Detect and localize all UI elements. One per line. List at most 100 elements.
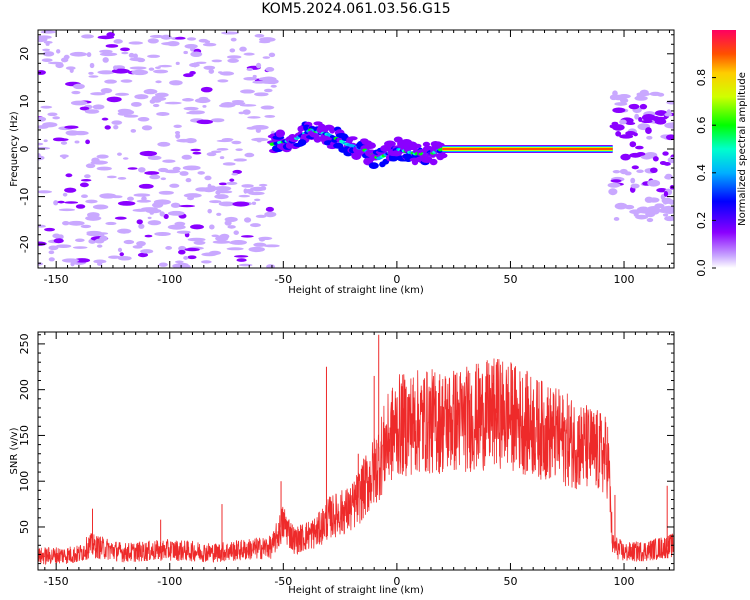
heatmap-cell: [240, 89, 255, 94]
heatmap-cell: [96, 166, 112, 171]
heatmap-cell: [614, 202, 628, 210]
heatmap-cell: [117, 201, 136, 206]
heatmap-cell: [615, 131, 622, 137]
heatmap-cell: [151, 202, 164, 208]
heatmap-cell: [42, 48, 51, 52]
heatmap-cell: [90, 160, 109, 165]
heatmap-cell: [612, 107, 626, 114]
heatmap-cell: [260, 80, 277, 84]
heatmap-cell: [297, 139, 307, 146]
heatmap-cell: [174, 260, 184, 264]
heatmap-cell: [158, 262, 168, 267]
heatmap-cell: [136, 219, 143, 225]
heatmap-cell: [666, 109, 672, 116]
heatmap-cell: [258, 237, 266, 242]
heatmap-cell: [88, 75, 99, 78]
heatmap-cell: [38, 35, 52, 40]
heatmap-cell: [421, 153, 429, 162]
heatmap-cell: [634, 113, 640, 120]
heatmap-cell: [139, 150, 158, 157]
heatmap-cell: [141, 125, 153, 131]
heatmap-cell: [216, 212, 222, 216]
heatmap-cell: [122, 157, 129, 160]
heatmap-cell: [636, 169, 644, 173]
heatmap-cell: [62, 192, 68, 197]
heatmap-cell: [79, 106, 90, 111]
heatmap-cell: [227, 225, 236, 229]
heatmap-cell: [135, 208, 145, 212]
heatmap-cell: [413, 143, 422, 149]
heatmap-cell: [160, 34, 172, 40]
heatmap-cell: [639, 103, 648, 110]
heatmap-cell: [67, 220, 85, 226]
x-tick-label: -150: [44, 575, 69, 588]
heatmap-cell: [38, 262, 44, 266]
heatmap-cell: [203, 65, 216, 70]
heatmap-cell: [75, 204, 86, 209]
heatmap-cell: [80, 224, 92, 229]
heatmap-cell: [202, 42, 217, 47]
heatmap-cell: [251, 201, 257, 205]
heatmap-cell: [646, 217, 654, 223]
heatmap-cell: [187, 255, 197, 260]
x-tick-label: 100: [614, 575, 635, 588]
heatmap-cell: [219, 156, 225, 160]
heatmap-cell: [213, 186, 232, 191]
page-title: KOM5.2024.061.03.56.G15: [261, 1, 451, 17]
heatmap-cell: [173, 124, 182, 128]
heatmap-cell: [255, 62, 262, 69]
heatmap-cell: [130, 129, 137, 133]
heatmap-cell: [253, 242, 267, 247]
heatmap-cell: [138, 223, 145, 229]
heatmap-cell: [70, 261, 75, 267]
heatmap-cell: [663, 191, 669, 197]
heatmap-cell: [204, 40, 211, 44]
heatmap-cell: [258, 248, 265, 252]
heatmap-cell: [218, 201, 235, 207]
heatmap-cell: [198, 96, 209, 102]
heatmap-cell: [147, 155, 162, 161]
heatmap-cell: [117, 177, 127, 180]
heatmap-cell: [40, 30, 56, 34]
heatmap-cell: [365, 142, 376, 150]
heatmap-cell: [155, 80, 162, 84]
heatmap-cell: [119, 252, 124, 257]
heatmap-cell: [189, 62, 200, 68]
heatmap-cell: [81, 34, 94, 39]
heatmap-cell: [138, 183, 154, 189]
heatmap-cell: [429, 158, 438, 166]
heatmap-cell: [120, 79, 133, 83]
heatmap-cell: [664, 174, 674, 180]
heatmap-cell: [99, 52, 118, 57]
heatmap-cell: [149, 174, 161, 180]
x-tick-label: 50: [503, 575, 517, 588]
heatmap-cell: [240, 235, 254, 238]
heatmap-cell: [664, 215, 674, 222]
heatmap-cell: [239, 104, 257, 107]
heatmap-cell: [128, 52, 135, 58]
heatmap-cell: [183, 193, 202, 198]
heatmap-cell: [147, 54, 161, 58]
heatmap-cell: [127, 167, 138, 170]
heatmap-cell: [167, 224, 186, 230]
heatmap-cell: [104, 79, 117, 84]
heatmap-cell: [55, 244, 72, 248]
y-tick-label: 100: [18, 471, 31, 492]
heatmap-cell: [253, 92, 269, 97]
heatmap-cell: [101, 117, 109, 121]
heatmap-cell: [151, 96, 167, 102]
spectrogram-xlabel: Height of straight line (km): [288, 285, 424, 296]
heatmap-cell: [181, 154, 193, 160]
heatmap-cell: [89, 62, 95, 69]
heatmap-cell: [249, 223, 261, 228]
heatmap-cell: [117, 256, 132, 261]
heatmap-cell: [243, 77, 258, 81]
heatmap-cell: [137, 252, 149, 258]
heatmap-cell: [174, 36, 186, 40]
heatmap-cell: [74, 238, 85, 242]
heatmap-cell: [165, 246, 173, 250]
heatmap-cell: [64, 125, 79, 129]
heatmap-cell: [140, 249, 154, 254]
heatmap-cell: [200, 260, 212, 264]
